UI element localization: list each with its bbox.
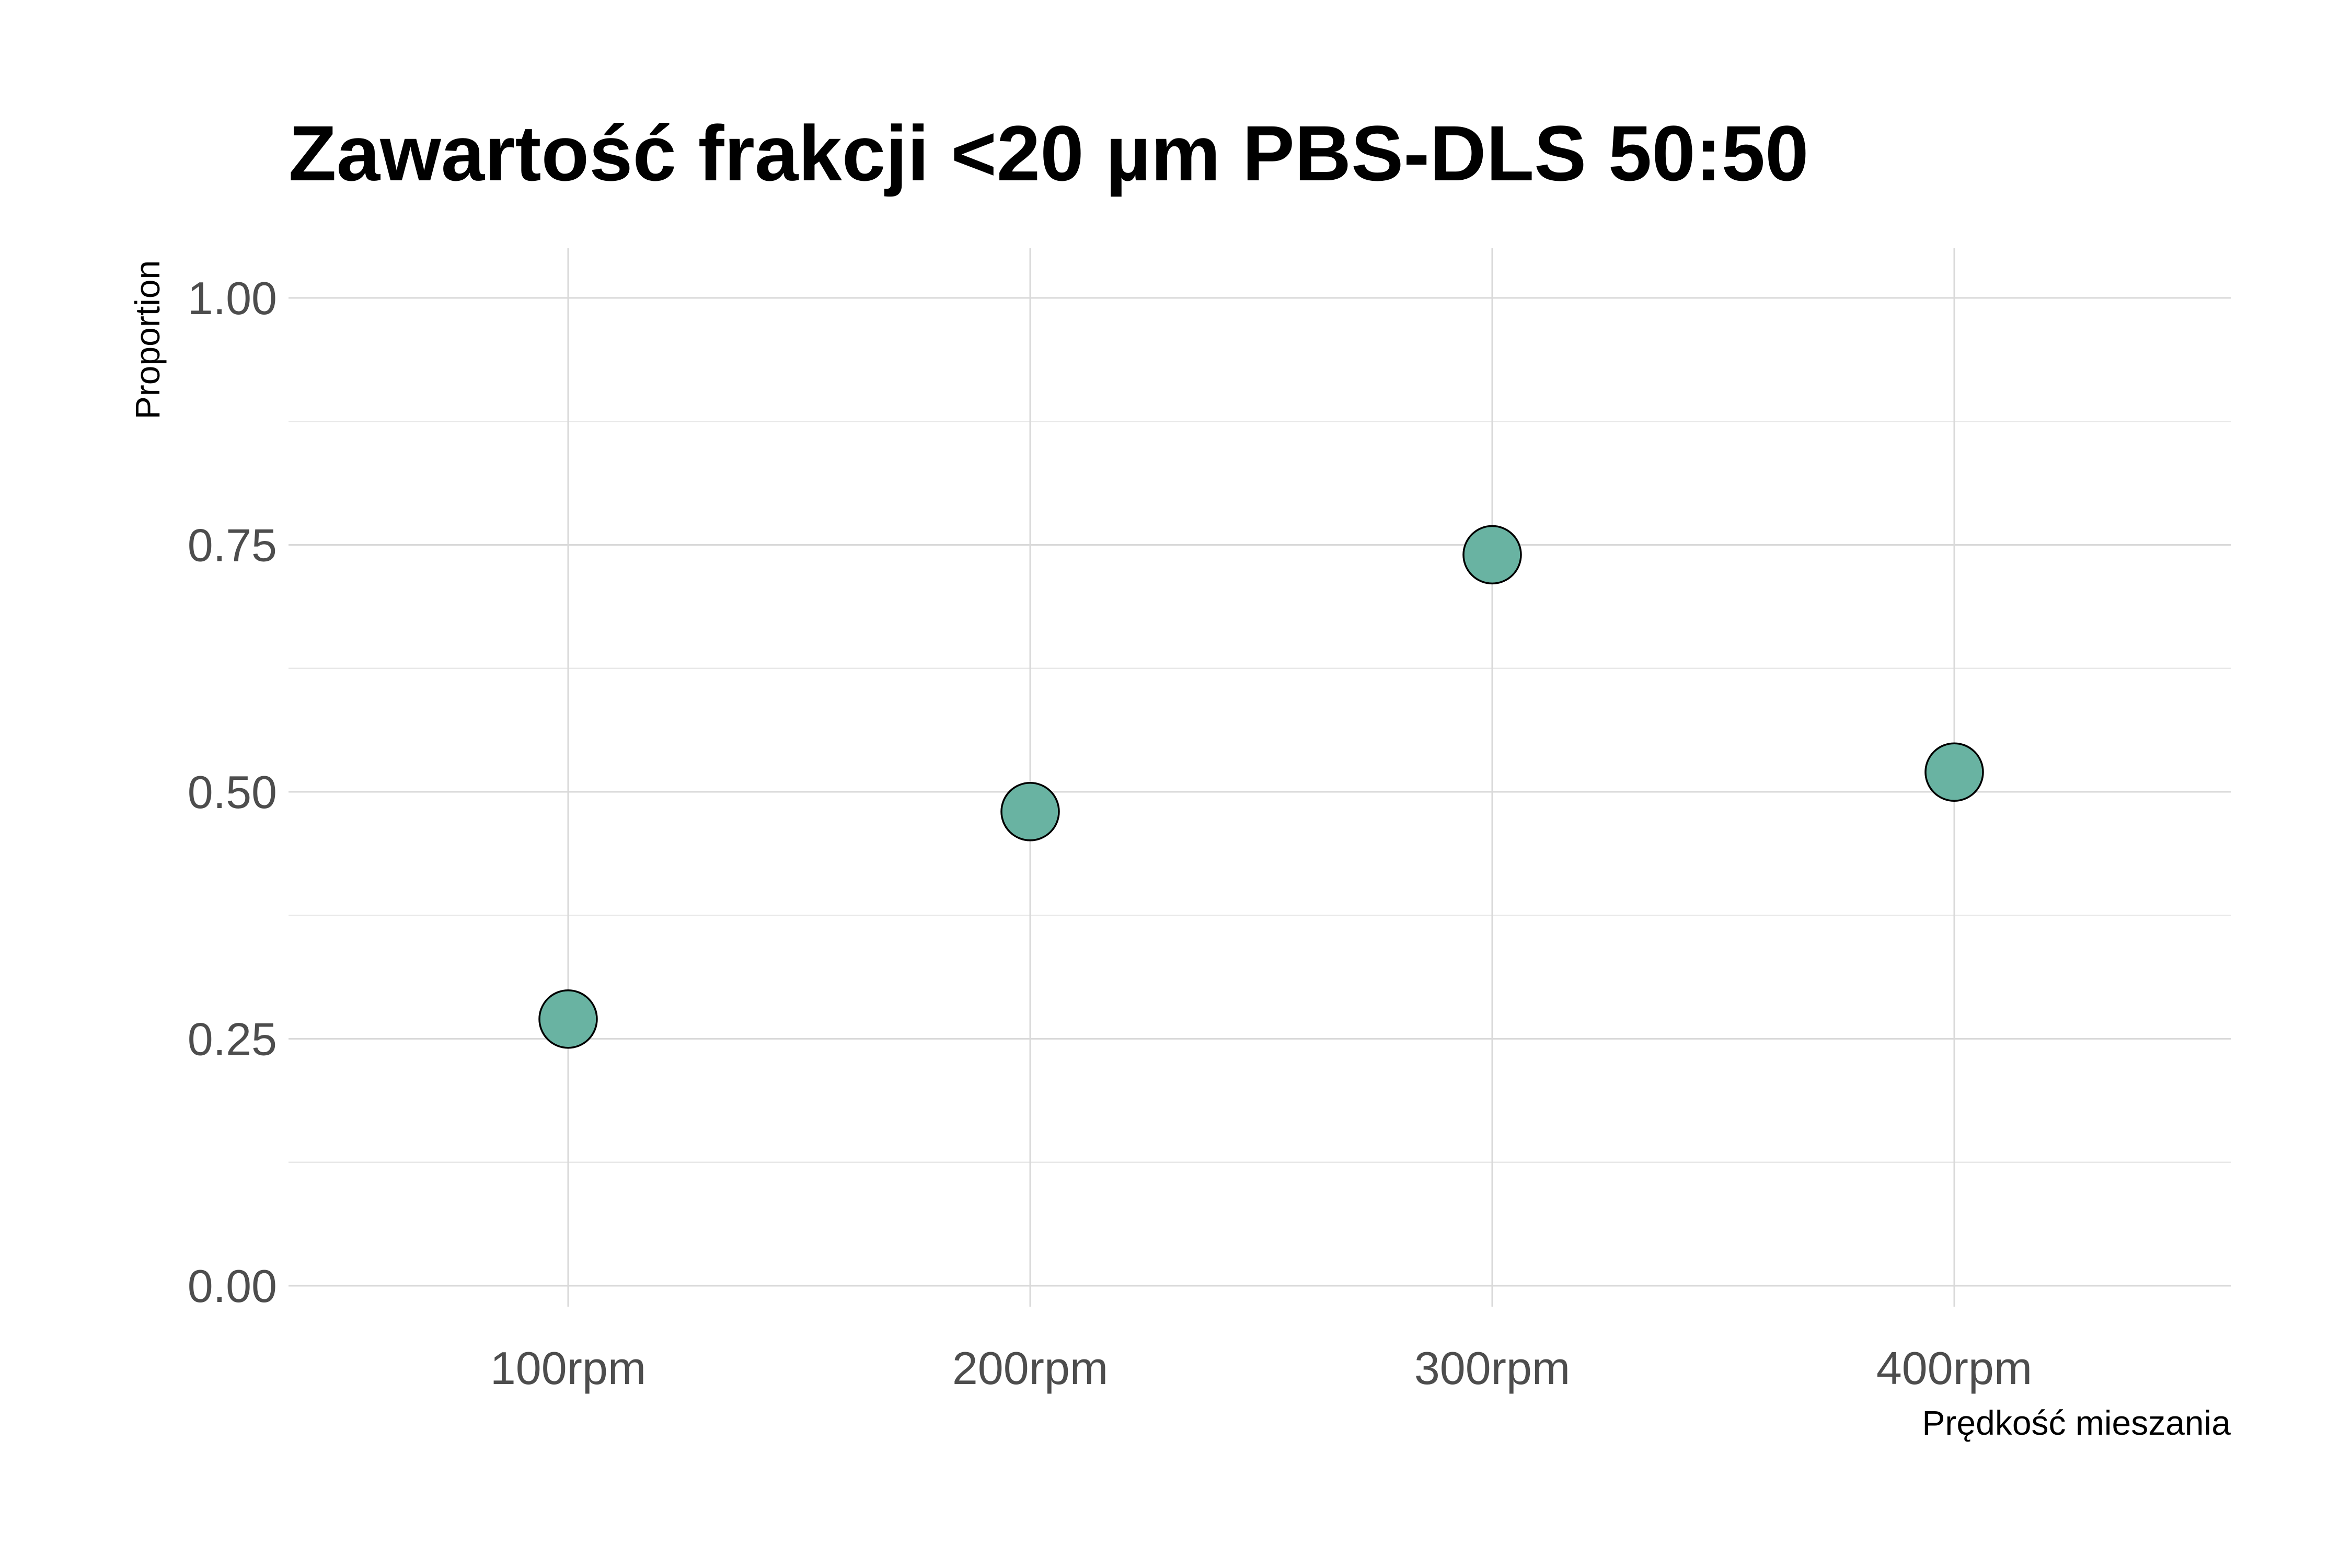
x-tick-label: 300rpm <box>1414 1342 1570 1394</box>
y-axis-title: Proportion <box>128 260 167 420</box>
data-point-400rpm <box>1924 742 1984 802</box>
data-point-200rpm <box>1000 782 1060 841</box>
x-tick-label: 400rpm <box>1876 1342 2032 1394</box>
x-tick-label: 100rpm <box>490 1342 646 1394</box>
x-axis-title: Prędkość mieszania <box>1922 1403 2231 1442</box>
y-tick-label: 0.50 <box>188 766 277 818</box>
data-point-300rpm <box>1462 525 1522 585</box>
data-point-100rpm <box>538 989 598 1049</box>
y-tick-label: 1.00 <box>188 272 277 324</box>
y-tick-label: 0.75 <box>188 520 277 571</box>
data-points <box>538 525 1984 1049</box>
y-tick-label: 0.00 <box>188 1260 277 1312</box>
y-tick-label: 0.25 <box>188 1013 277 1065</box>
chart-title: Zawartość frakcji <20 µm PBS-DLS 50:50 <box>289 109 1809 197</box>
x-tick-label: 200rpm <box>952 1342 1108 1394</box>
tick-labels: 0.00 0.25 0.50 0.75 1.00 100rpm 200rpm 300rpm 40… <box>188 272 2032 1394</box>
